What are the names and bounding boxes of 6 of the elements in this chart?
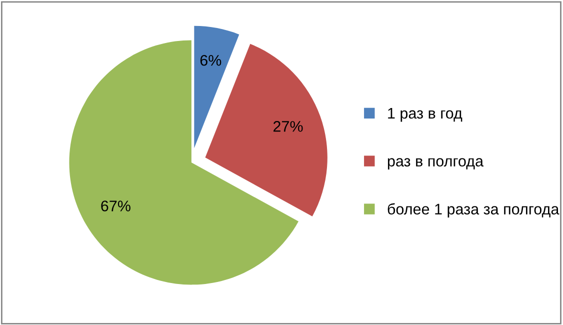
legend-label: раз в полгода <box>388 158 484 170</box>
legend-label: 1 раз в год <box>388 108 462 122</box>
legend-label: более 1 раза за полгода <box>388 203 560 218</box>
data-label: 6% <box>200 54 222 66</box>
data-label: 27% <box>273 121 303 132</box>
data-label: 67% <box>101 200 130 212</box>
